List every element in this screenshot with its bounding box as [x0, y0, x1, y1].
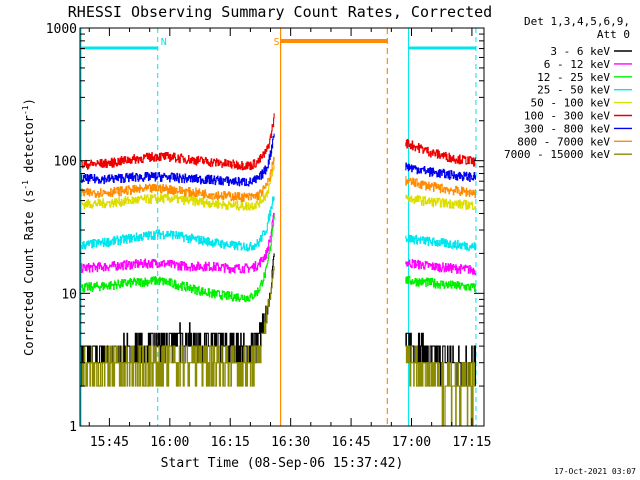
series-7-trace-1 [405, 175, 477, 198]
series-1-trace-0 [81, 212, 275, 274]
series-5-trace-1 [405, 139, 477, 167]
x-tick-label-0: 15:45 [90, 435, 129, 450]
legend-label-3: 25 - 50 keV [537, 84, 610, 97]
legend-label-7: 800 - 7000 keV [517, 135, 610, 148]
x-tick-label-6: 17:15 [452, 435, 491, 450]
y-axis-label: Corrected Count Rate (s-1 detector-1) [21, 98, 36, 356]
series-2-trace-1 [405, 275, 477, 292]
plot-frame [79, 27, 485, 427]
chart-title: RHESSI Observing Summary Count Rates, Co… [68, 3, 492, 21]
series-8-trace-0 [81, 266, 275, 387]
x-tick-label-5: 17:00 [392, 435, 431, 450]
series-4-trace-0 [81, 165, 275, 211]
series-2-trace-0 [81, 215, 275, 303]
legend-label-4: 50 - 100 keV [531, 97, 611, 110]
legend-header-1: Det 1,3,4,5,6,9, [524, 15, 630, 28]
legend-label-8: 7000 - 15000 keV [504, 148, 610, 161]
y-axis-label-mid: detector [22, 115, 36, 180]
y-tick-label-1: 1 [69, 420, 77, 435]
y-axis-label-main: Corrected Count Rate (s [22, 190, 36, 356]
legend-label-2: 12 - 25 keV [537, 71, 610, 84]
series-3-trace-1 [405, 234, 477, 252]
x-axis-label: Start Time (08-Sep-06 15:37:42) [161, 456, 404, 471]
axes: 1 10 100 1000 15:45 16:00 16:15 16:30 16:45 17:00… [46, 22, 492, 450]
x-tick-label-1: 16:00 [150, 435, 189, 450]
series-8-trace-1 [405, 345, 476, 427]
series-layer [81, 113, 477, 427]
annotation-n: N [161, 37, 167, 48]
series-4-trace-1 [405, 194, 477, 211]
y-tick-label-100: 100 [54, 155, 77, 170]
legend-label-0: 3 - 6 keV [550, 45, 610, 58]
x-tick-label-2: 16:15 [211, 435, 250, 450]
y-axis-label-sup2: -1 [21, 105, 30, 115]
y-tick-label-10: 10 [61, 287, 77, 302]
annotation-s: S [274, 37, 280, 48]
series-6-trace-1 [405, 162, 477, 182]
timestamp: 17-Oct-2021 03:07 [554, 467, 636, 476]
series-3-trace-0 [81, 196, 275, 252]
series-1-trace-1 [405, 259, 477, 275]
series-5-trace-0 [81, 113, 275, 171]
series-7-trace-0 [81, 156, 275, 203]
y-tick-label-1000: 1000 [46, 22, 77, 37]
legend-label-6: 300 - 800 keV [524, 122, 610, 135]
x-tick-label-3: 16:30 [271, 435, 310, 450]
legend-header-2: Att 0 [597, 28, 630, 41]
y-axis-label-end: ) [22, 98, 36, 105]
x-tick-label-4: 16:45 [332, 435, 371, 450]
y-axis-label-sup1: -1 [21, 180, 30, 190]
legend-label-5: 100 - 300 keV [524, 110, 610, 123]
series-6-trace-0 [81, 133, 275, 187]
legend-label-1: 6 - 12 keV [544, 58, 611, 71]
